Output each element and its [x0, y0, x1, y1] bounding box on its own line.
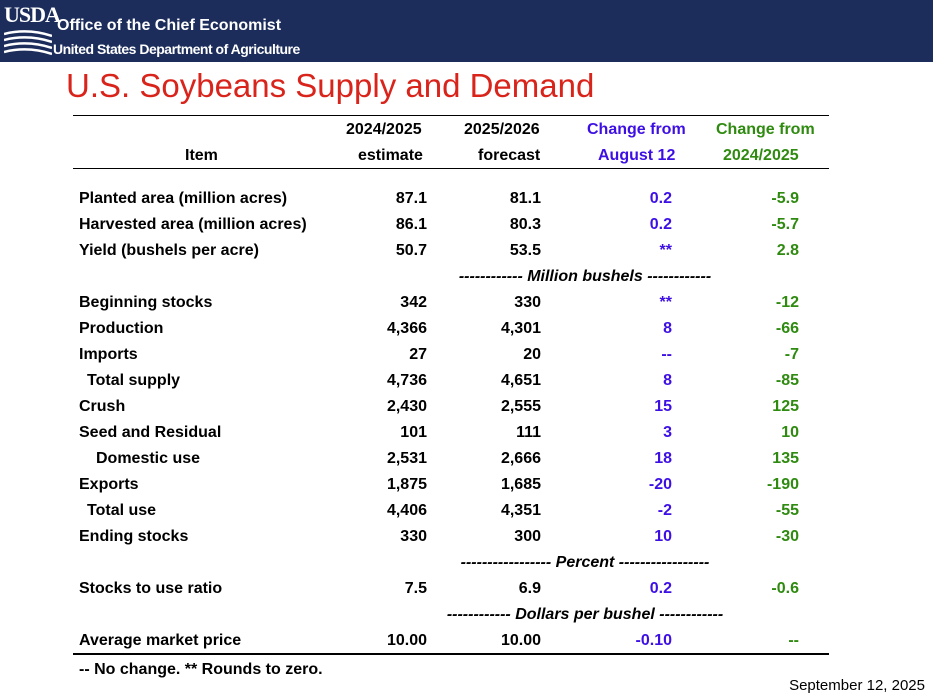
total-supply-forecast: 4,651 — [500, 372, 541, 389]
usda-logo-graphic — [4, 30, 52, 56]
stocks-to-use-estimate: 7.5 — [404, 580, 427, 597]
section-percent: ----------------- Percent --------------… — [460, 554, 710, 571]
exports-forecast: 1,685 — [500, 476, 541, 493]
ending-stocks-change-august: 10 — [654, 528, 672, 545]
total-use-change-prior: -55 — [775, 502, 799, 519]
production-forecast: 4,301 — [500, 320, 541, 337]
exports-change-prior: -190 — [766, 476, 799, 493]
imports-forecast: 20 — [523, 346, 541, 363]
row-label-domestic-use: Domestic use — [96, 450, 201, 467]
crush-forecast: 2,555 — [500, 398, 541, 415]
average-price-change-august: -0.10 — [635, 632, 672, 649]
harvested-area-change-august: 0.2 — [649, 216, 672, 233]
column-header-change-prior-top: Change from — [716, 121, 815, 138]
row-label-crush: Crush — [79, 398, 126, 415]
harvested-area-forecast: 80.3 — [509, 216, 541, 233]
yield-forecast: 53.5 — [509, 242, 541, 259]
domestic-use-forecast: 2,666 — [500, 450, 541, 467]
row-label-harvested-area: Harvested area (million acres) — [79, 216, 307, 233]
row-label-total-supply: Total supply — [87, 372, 181, 389]
beginning-stocks-forecast: 330 — [514, 294, 541, 311]
office-name: Office of the Chief Economist — [57, 17, 282, 34]
planted-area-forecast: 81.1 — [509, 190, 541, 207]
stocks-to-use-change-prior: -0.6 — [771, 580, 799, 597]
usda-logo-text: USDA — [4, 2, 61, 27]
average-price-change-prior: -- — [788, 632, 799, 649]
usda-logo: USDA — [4, 4, 61, 58]
imports-change-august: -- — [661, 346, 672, 363]
table-top-rule — [73, 115, 829, 116]
total-supply-change-august: 8 — [663, 372, 672, 389]
ending-stocks-forecast: 300 — [514, 528, 541, 545]
planted-area-change-august: 0.2 — [649, 190, 672, 207]
row-label-production: Production — [79, 320, 164, 337]
row-label-yield: Yield (bushels per acre) — [79, 242, 259, 259]
planted-area-estimate: 87.1 — [395, 190, 427, 207]
row-label-stocks-to-use-ratio: Stocks to use ratio — [79, 580, 223, 597]
section-million-bushels: ------------ Million bushels -----------… — [458, 268, 712, 285]
seed-residual-change-august: 3 — [663, 424, 672, 441]
column-header-forecast-year: 2025/2026 — [464, 121, 540, 138]
imports-change-prior: -7 — [784, 346, 799, 363]
seed-residual-change-prior: 10 — [781, 424, 799, 441]
row-label-exports: Exports — [79, 476, 139, 493]
seed-residual-estimate: 101 — [400, 424, 427, 441]
production-change-august: 8 — [663, 320, 672, 337]
crush-change-prior: 125 — [772, 398, 799, 415]
production-estimate: 4,366 — [386, 320, 427, 337]
seed-residual-forecast: 111 — [516, 424, 541, 441]
column-header-forecast-label: forecast — [478, 147, 541, 164]
total-supply-estimate: 4,736 — [386, 372, 427, 389]
average-price-estimate: 10.00 — [386, 632, 427, 649]
harvested-area-estimate: 86.1 — [395, 216, 427, 233]
crush-change-august: 15 — [654, 398, 672, 415]
table-header-rule — [73, 168, 829, 169]
yield-change-august: ** — [659, 242, 672, 259]
column-header-change-prior-bottom: 2024/2025 — [723, 147, 799, 164]
beginning-stocks-change-prior: -12 — [775, 294, 799, 311]
column-header-estimate-year: 2024/2025 — [346, 121, 422, 138]
total-use-forecast: 4,351 — [500, 502, 541, 519]
column-header-change-august-top: Change from — [587, 121, 686, 138]
yield-estimate: 50.7 — [395, 242, 427, 259]
column-header-item: Item — [185, 147, 218, 164]
row-label-imports: Imports — [79, 346, 138, 363]
average-price-forecast: 10.00 — [500, 632, 541, 649]
row-label-ending-stocks: Ending stocks — [79, 528, 189, 545]
report-date: September 12, 2025 — [789, 677, 925, 694]
exports-change-august: -20 — [648, 476, 672, 493]
planted-area-change-prior: -5.9 — [771, 190, 799, 207]
domestic-use-change-august: 18 — [654, 450, 672, 467]
row-label-seed-and-residual: Seed and Residual — [79, 424, 222, 441]
header-banner: USDA Office of the Chief Economist Unite… — [0, 0, 933, 62]
beginning-stocks-estimate: 342 — [400, 294, 427, 311]
department-name: United States Department of Agriculture — [53, 41, 300, 57]
ending-stocks-change-prior: -30 — [775, 528, 799, 545]
crush-estimate: 2,430 — [386, 398, 427, 415]
row-label-planted-area: Planted area (million acres) — [79, 190, 288, 207]
ending-stocks-estimate: 330 — [400, 528, 427, 545]
row-label-average-market-price: Average market price — [79, 632, 242, 649]
beginning-stocks-change-august: ** — [659, 294, 672, 311]
production-change-prior: -66 — [775, 320, 799, 337]
harvested-area-change-prior: -5.7 — [771, 216, 799, 233]
row-label-beginning-stocks: Beginning stocks — [79, 294, 213, 311]
section-dollars-per-bushel: ------------ Dollars per bushel --------… — [446, 606, 724, 623]
domestic-use-estimate: 2,531 — [386, 450, 427, 467]
exports-estimate: 1,875 — [386, 476, 427, 493]
table-bottom-rule — [73, 653, 829, 655]
total-use-estimate: 4,406 — [386, 502, 427, 519]
row-label-total-use: Total use — [87, 502, 157, 519]
total-supply-change-prior: -85 — [775, 372, 799, 389]
column-header-change-august-bottom: August 12 — [598, 147, 676, 164]
yield-change-prior: 2.8 — [776, 242, 799, 259]
table-footnote: -- No change. ** Rounds to zero. — [79, 661, 323, 678]
stocks-to-use-forecast: 6.9 — [518, 580, 541, 597]
page-title: U.S. Soybeans Supply and Demand — [66, 67, 595, 104]
domestic-use-change-prior: 135 — [772, 450, 799, 467]
stocks-to-use-change-august: 0.2 — [649, 580, 672, 597]
column-header-estimate-label: estimate — [358, 147, 423, 164]
total-use-change-august: -2 — [657, 502, 672, 519]
imports-estimate: 27 — [409, 346, 427, 363]
